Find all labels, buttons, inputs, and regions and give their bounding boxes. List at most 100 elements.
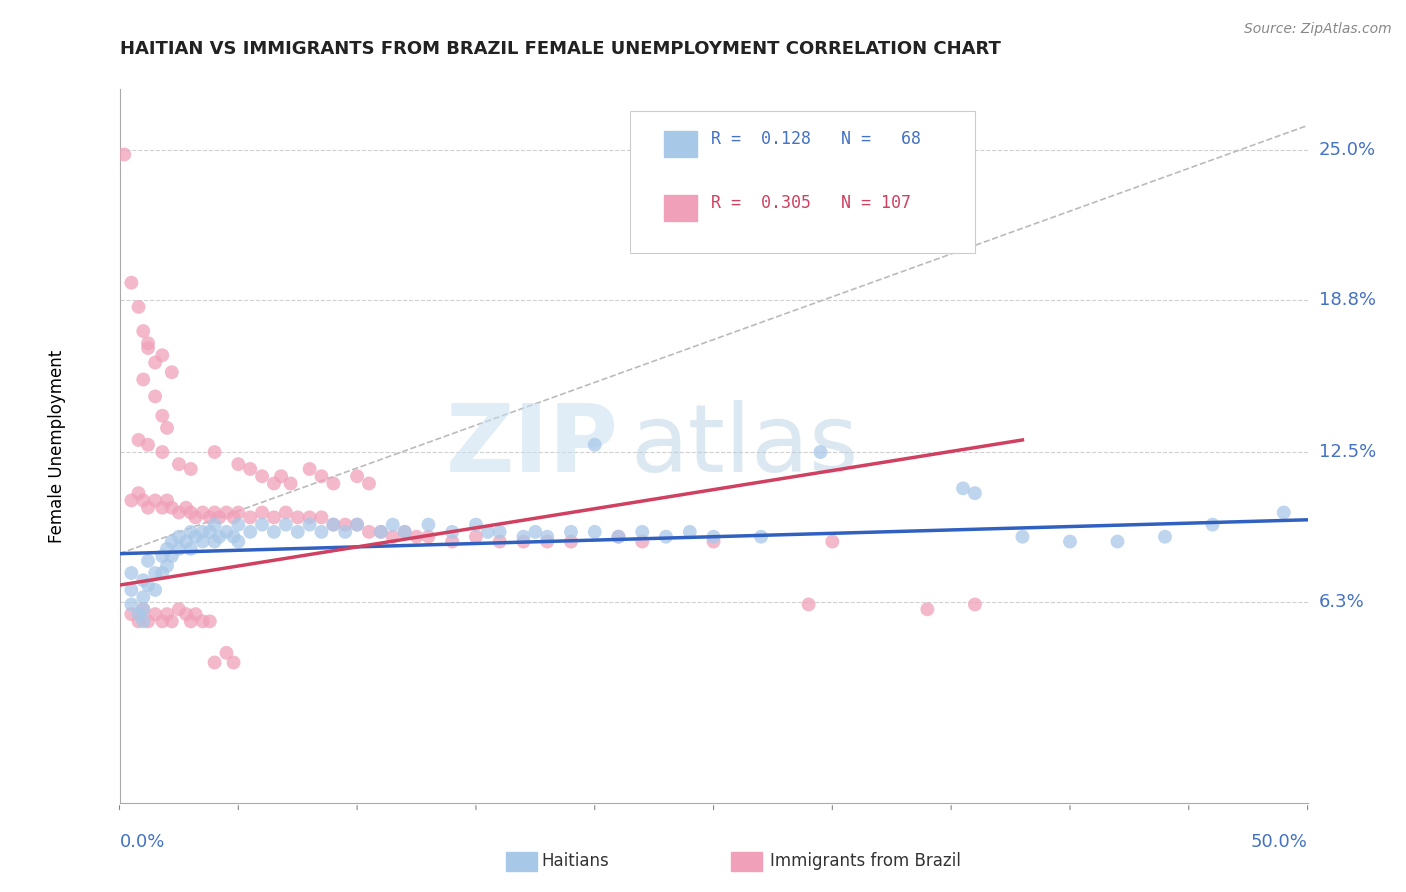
Point	[120, 493, 142, 508]
Point	[128, 615, 150, 629]
Point	[583, 524, 606, 539]
Point	[222, 510, 245, 524]
Point	[405, 530, 427, 544]
Point	[488, 534, 510, 549]
Point	[132, 324, 155, 338]
Point	[191, 506, 214, 520]
Point	[150, 409, 173, 423]
Point	[150, 348, 173, 362]
Point	[270, 469, 292, 483]
Point	[143, 389, 166, 403]
Point	[1107, 534, 1129, 549]
Point	[274, 517, 297, 532]
Point	[136, 615, 159, 629]
Point	[198, 524, 221, 539]
Point	[394, 524, 416, 539]
Point	[357, 476, 380, 491]
Point	[156, 493, 179, 508]
Point	[346, 517, 368, 532]
Point	[143, 582, 166, 597]
Point	[132, 574, 155, 588]
Point	[184, 510, 207, 524]
Point	[346, 469, 368, 483]
Point	[174, 607, 197, 621]
Point	[607, 530, 630, 544]
Point	[335, 517, 357, 532]
Text: R =  0.305   N = 107: R = 0.305 N = 107	[711, 194, 911, 212]
Point	[963, 598, 986, 612]
Point	[679, 524, 702, 539]
Point	[136, 578, 159, 592]
FancyBboxPatch shape	[664, 131, 697, 157]
Point	[263, 524, 285, 539]
Text: Female Unemployment: Female Unemployment	[48, 350, 66, 542]
Point	[335, 524, 357, 539]
Point	[370, 524, 392, 539]
Text: 50.0%: 50.0%	[1251, 833, 1308, 851]
Point	[394, 524, 416, 539]
Point	[160, 534, 183, 549]
Point	[132, 372, 155, 386]
Text: Haitians: Haitians	[541, 852, 609, 870]
Point	[180, 541, 202, 556]
Point	[204, 506, 226, 520]
Point	[120, 566, 142, 580]
Point	[120, 607, 142, 621]
Point	[560, 534, 582, 549]
Point	[631, 524, 654, 539]
Point	[239, 510, 262, 524]
Point	[215, 646, 238, 660]
Point	[607, 530, 630, 544]
Point	[156, 421, 179, 435]
Point	[488, 524, 510, 539]
Point	[204, 445, 226, 459]
Point	[204, 656, 226, 670]
Point	[263, 510, 285, 524]
Point	[180, 462, 202, 476]
Point	[655, 530, 678, 544]
Point	[631, 534, 654, 549]
Point	[150, 500, 173, 515]
Point	[174, 500, 197, 515]
Point	[536, 530, 558, 544]
Point	[120, 276, 142, 290]
Point	[132, 615, 155, 629]
Point	[298, 462, 321, 476]
Text: 12.5%: 12.5%	[1319, 443, 1376, 461]
Point	[524, 524, 547, 539]
Point	[239, 524, 262, 539]
Point	[917, 602, 939, 616]
Point	[1272, 506, 1295, 520]
Point	[132, 590, 155, 604]
Point	[280, 476, 302, 491]
Point	[311, 510, 333, 524]
Point	[136, 438, 159, 452]
Point	[702, 534, 725, 549]
Point	[311, 469, 333, 483]
Point	[120, 598, 142, 612]
Point	[150, 549, 173, 563]
Point	[228, 534, 250, 549]
Point	[180, 615, 202, 629]
Point	[150, 566, 173, 580]
Point	[263, 476, 285, 491]
Point	[136, 554, 159, 568]
Point	[1201, 517, 1223, 532]
Point	[322, 476, 344, 491]
Point	[228, 506, 250, 520]
Point	[143, 607, 166, 621]
Point	[441, 524, 464, 539]
Point	[228, 517, 250, 532]
Point	[204, 517, 226, 532]
Point	[167, 506, 190, 520]
Point	[167, 541, 190, 556]
Point	[128, 433, 150, 447]
Point	[204, 534, 226, 549]
Point	[150, 445, 173, 459]
Point	[128, 486, 150, 500]
Point	[1059, 534, 1081, 549]
Text: 25.0%: 25.0%	[1319, 141, 1376, 159]
Text: 0.0%: 0.0%	[120, 833, 165, 851]
Point	[132, 602, 155, 616]
Point	[208, 530, 231, 544]
